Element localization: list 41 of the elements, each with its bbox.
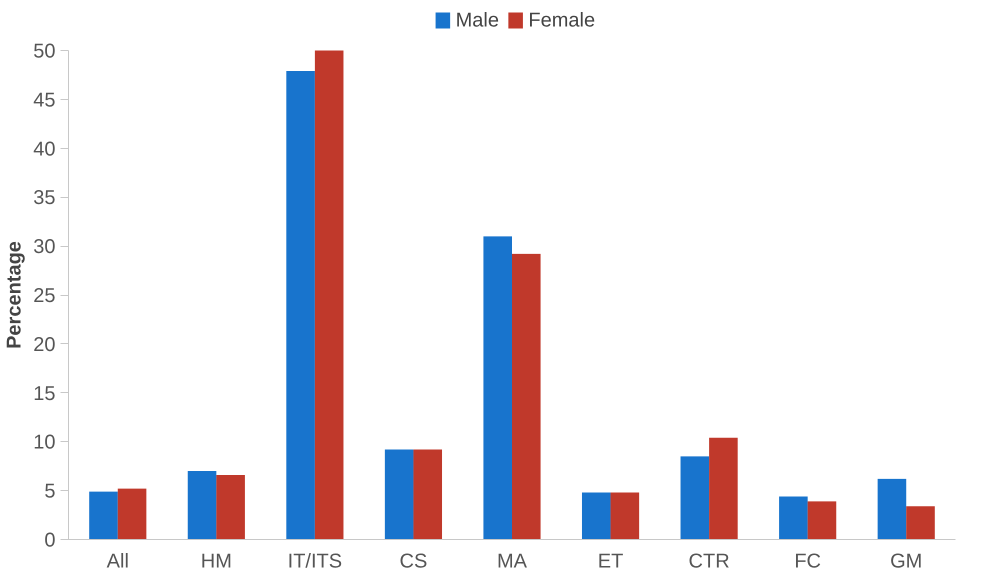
- bar: [878, 478, 906, 540]
- bar: [680, 456, 710, 540]
- bar: [808, 501, 836, 540]
- y-tick-label: 0: [44, 530, 56, 552]
- y-tick-label: 35: [33, 187, 56, 210]
- x-tick-label: HM: [200, 550, 232, 572]
- legend-label: Female: [528, 10, 596, 32]
- x-tick-label: FC: [794, 550, 822, 572]
- bar: [216, 474, 245, 540]
- bar: [413, 450, 442, 540]
- y-axis-title: Percentage: [3, 241, 26, 349]
- bar: [89, 492, 118, 540]
- bar: [188, 471, 216, 540]
- x-tick-label: All: [106, 550, 129, 572]
- y-tick-label: 20: [33, 334, 56, 356]
- y-tick-label: 10: [33, 432, 56, 454]
- bar: [582, 492, 611, 540]
- legend-label: Male: [456, 10, 499, 32]
- y-tick-label: 15: [33, 382, 56, 405]
- x-tick-label: ET: [598, 550, 624, 572]
- bar: [610, 492, 640, 540]
- bar: [906, 506, 935, 540]
- y-tick-label: 30: [33, 236, 56, 258]
- y-tick-label: 50: [33, 40, 56, 62]
- x-tick-label: CS: [400, 550, 428, 572]
- bar: [118, 488, 146, 540]
- x-tick-label: IT/ITS: [288, 550, 342, 572]
- x-tick-label: GM: [890, 550, 922, 572]
- bar: [709, 438, 738, 540]
- x-tick-label: MA: [497, 550, 528, 572]
- y-tick-label: 40: [33, 138, 56, 160]
- bar: [314, 50, 344, 540]
- bar: [286, 71, 315, 540]
- bar: [512, 254, 541, 540]
- y-tick-label: 25: [33, 285, 56, 307]
- bar: [779, 496, 808, 540]
- bar: [483, 236, 512, 540]
- bar: [384, 450, 414, 540]
- y-tick-label: 45: [33, 89, 56, 112]
- y-tick-label: 5: [44, 480, 56, 503]
- x-tick-label: CTR: [688, 550, 730, 572]
